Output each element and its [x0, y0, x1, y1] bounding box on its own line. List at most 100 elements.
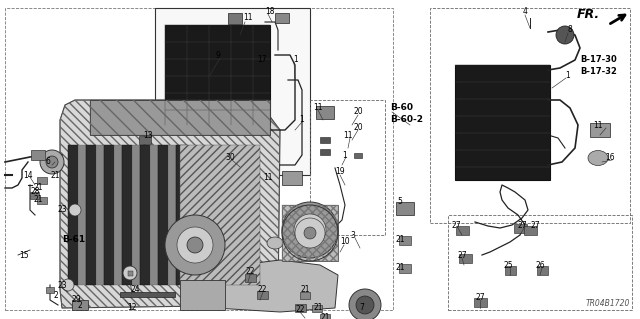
- Text: 21: 21: [33, 183, 43, 192]
- Bar: [244, 274, 255, 282]
- Text: 27: 27: [475, 293, 485, 302]
- Text: 11: 11: [343, 130, 353, 139]
- Text: 17: 17: [257, 56, 267, 64]
- Bar: [310, 100, 385, 235]
- Bar: [396, 202, 414, 214]
- Text: B-17-32: B-17-32: [580, 68, 617, 77]
- Bar: [320, 149, 330, 155]
- Bar: [5, 8, 393, 310]
- Bar: [590, 123, 610, 137]
- Circle shape: [46, 156, 58, 168]
- Text: 11: 11: [593, 121, 603, 130]
- Text: 25: 25: [503, 261, 513, 270]
- Text: 18: 18: [265, 8, 275, 17]
- Bar: [282, 171, 302, 185]
- Text: 14: 14: [23, 170, 33, 180]
- Text: 11: 11: [243, 13, 253, 23]
- Text: 30: 30: [225, 153, 235, 162]
- Text: 15: 15: [19, 250, 29, 259]
- Text: 13: 13: [143, 130, 153, 139]
- Bar: [180, 145, 260, 285]
- Bar: [320, 314, 330, 319]
- Bar: [155, 8, 310, 175]
- Ellipse shape: [267, 237, 283, 249]
- Text: 1: 1: [342, 151, 348, 160]
- Text: 22: 22: [257, 286, 267, 294]
- Bar: [474, 298, 486, 307]
- Bar: [455, 65, 550, 180]
- Bar: [46, 287, 54, 293]
- Bar: [90, 100, 270, 135]
- Text: 21: 21: [33, 196, 43, 204]
- Bar: [120, 292, 175, 297]
- Circle shape: [282, 202, 338, 258]
- Bar: [536, 265, 547, 275]
- Ellipse shape: [287, 212, 309, 228]
- Bar: [399, 235, 411, 244]
- Text: 21: 21: [51, 170, 60, 180]
- Bar: [158, 145, 168, 285]
- Circle shape: [356, 296, 374, 314]
- Text: 27: 27: [451, 220, 461, 229]
- Text: 11: 11: [313, 103, 323, 113]
- Bar: [513, 224, 527, 233]
- Bar: [430, 8, 630, 223]
- Bar: [132, 145, 140, 285]
- Bar: [316, 106, 334, 118]
- Circle shape: [294, 214, 326, 246]
- Text: 6: 6: [45, 158, 51, 167]
- Text: 27: 27: [530, 220, 540, 229]
- Bar: [168, 145, 176, 285]
- Bar: [282, 205, 338, 261]
- Bar: [150, 145, 158, 285]
- Circle shape: [177, 227, 213, 263]
- Text: 21: 21: [300, 286, 310, 294]
- Polygon shape: [215, 260, 338, 312]
- Text: FR.: FR.: [577, 8, 600, 20]
- Circle shape: [123, 266, 137, 280]
- Circle shape: [62, 279, 74, 291]
- Bar: [139, 136, 151, 144]
- Bar: [504, 265, 515, 275]
- Text: 2: 2: [54, 291, 58, 300]
- Text: B-61: B-61: [62, 235, 85, 244]
- Circle shape: [295, 218, 325, 248]
- Bar: [122, 145, 132, 285]
- Bar: [37, 197, 47, 204]
- Bar: [524, 226, 536, 234]
- Text: 22: 22: [245, 268, 255, 277]
- Text: B-60: B-60: [390, 103, 413, 113]
- Text: 2: 2: [77, 300, 83, 309]
- Bar: [104, 145, 114, 285]
- Text: 27: 27: [457, 250, 467, 259]
- Bar: [140, 145, 150, 285]
- Text: 9: 9: [216, 50, 220, 60]
- Bar: [294, 304, 305, 312]
- Text: 11: 11: [263, 174, 273, 182]
- Circle shape: [349, 289, 381, 319]
- Bar: [354, 152, 362, 158]
- Bar: [275, 13, 289, 23]
- Text: 19: 19: [335, 167, 345, 176]
- Text: 10: 10: [340, 238, 350, 247]
- Text: 29: 29: [71, 295, 81, 305]
- Bar: [399, 263, 411, 272]
- Circle shape: [40, 150, 64, 174]
- Text: 16: 16: [605, 153, 615, 162]
- Text: 20: 20: [353, 123, 363, 132]
- Text: 8: 8: [568, 26, 572, 34]
- Text: 3: 3: [351, 231, 355, 240]
- Text: B-17-30: B-17-30: [580, 56, 617, 64]
- Bar: [86, 145, 96, 285]
- Bar: [114, 145, 122, 285]
- Bar: [176, 145, 186, 285]
- Bar: [68, 145, 78, 285]
- Bar: [127, 271, 132, 276]
- Bar: [37, 176, 47, 183]
- Circle shape: [231, 158, 245, 172]
- Bar: [165, 25, 270, 125]
- Bar: [257, 291, 268, 299]
- Bar: [458, 254, 472, 263]
- Polygon shape: [60, 100, 280, 308]
- Bar: [282, 205, 338, 261]
